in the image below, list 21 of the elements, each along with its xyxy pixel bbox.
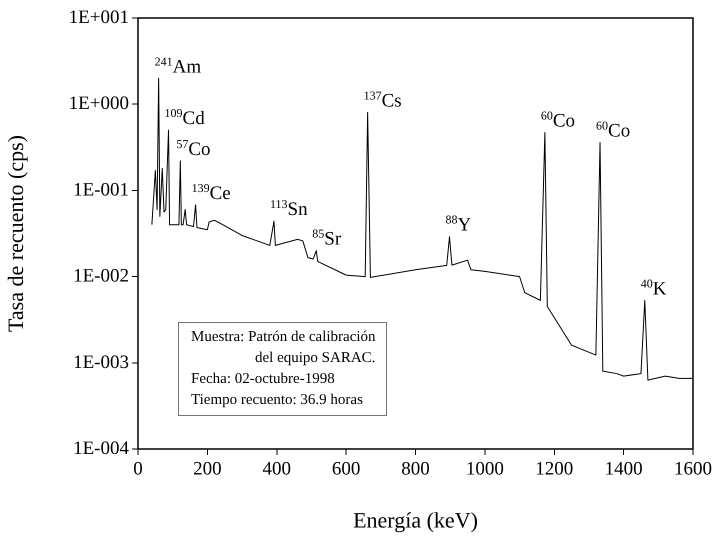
x-tick-label: 1200 (535, 458, 574, 480)
annotation: Tiempo recuento: 36.9 horas (191, 391, 364, 410)
y-tick-label: 1E-004 (73, 438, 130, 459)
x-tick-label: 1400 (604, 458, 643, 480)
x-tick-label: 1600 (674, 458, 712, 480)
y-tick-label: 1E-001 (73, 179, 129, 200)
x-tick-label: 0 (133, 458, 143, 480)
x-tick-label: 600 (332, 458, 360, 480)
y-axis-title: Tasa de recuento (cps) (2, 135, 28, 332)
annotation: del equipo SARAC. (254, 349, 376, 368)
x-tick-label: 800 (401, 458, 430, 480)
x-tick-label: 1000 (466, 458, 504, 480)
x-tick-label: 200 (193, 458, 222, 480)
annotation: Muestra: Patrón de calibración (191, 328, 376, 347)
x-axis-title: Energía (keV) (353, 508, 478, 533)
x-tick-label: 400 (262, 458, 291, 480)
y-tick-label: 1E+001 (68, 6, 129, 28)
y-tick-label: 1E-002 (73, 266, 129, 287)
annotation: Fecha: 02-octubre-1998 (191, 370, 336, 389)
y-tick-label: 1E+000 (68, 93, 129, 114)
y-tick-label: 1E-003 (73, 352, 129, 373)
